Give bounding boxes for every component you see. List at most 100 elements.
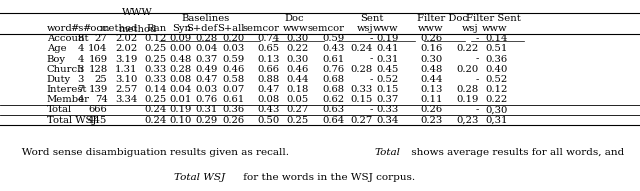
Text: www: www <box>283 24 308 33</box>
Text: 0.49: 0.49 <box>195 65 218 74</box>
Text: 0.36: 0.36 <box>222 105 244 114</box>
Text: 0.45: 0.45 <box>376 65 399 74</box>
Text: 0.43: 0.43 <box>323 45 345 53</box>
Text: 0.25: 0.25 <box>145 95 167 104</box>
Text: 0.33: 0.33 <box>145 65 167 74</box>
Text: 0.04: 0.04 <box>169 85 191 94</box>
Text: 0.20: 0.20 <box>456 65 479 74</box>
Text: Total: Total <box>374 148 400 157</box>
Text: 0.27: 0.27 <box>286 105 308 114</box>
Text: 0.13: 0.13 <box>257 55 280 64</box>
Text: 169: 169 <box>88 55 108 64</box>
Text: #s: #s <box>70 24 84 33</box>
Text: 0.24: 0.24 <box>145 116 167 125</box>
Text: 0.08: 0.08 <box>169 75 191 84</box>
Text: 0.30: 0.30 <box>286 55 308 64</box>
Text: Filter Doc: Filter Doc <box>417 14 468 23</box>
Text: 0.26: 0.26 <box>420 105 443 114</box>
Text: Total: Total <box>47 105 72 114</box>
Text: 139: 139 <box>88 85 108 94</box>
Text: 0.23: 0.23 <box>420 116 443 125</box>
Text: 2.02: 2.02 <box>115 45 138 53</box>
Text: Filter Sent: Filter Sent <box>466 14 520 23</box>
Text: Member: Member <box>47 95 90 104</box>
Text: 0.48: 0.48 <box>420 65 443 74</box>
Text: 0.12: 0.12 <box>485 85 508 94</box>
Text: 0.20: 0.20 <box>222 34 244 43</box>
Text: method: method <box>99 24 138 33</box>
Text: 0.15: 0.15 <box>351 95 373 104</box>
Text: Sent: Sent <box>360 14 383 23</box>
Text: 4: 4 <box>77 55 84 64</box>
Text: 0.76: 0.76 <box>195 95 218 104</box>
Text: 0.62: 0.62 <box>323 95 345 104</box>
Text: 0.22: 0.22 <box>286 45 308 53</box>
Text: 0.03: 0.03 <box>195 85 218 94</box>
Text: WWW: WWW <box>122 8 153 17</box>
Text: 104: 104 <box>88 45 108 53</box>
Text: 0.25: 0.25 <box>286 116 308 125</box>
Text: 0.26: 0.26 <box>222 116 244 125</box>
Text: www: www <box>373 24 399 33</box>
Text: 3: 3 <box>77 75 84 84</box>
Text: 0,31: 0,31 <box>485 116 508 125</box>
Text: 0.08: 0.08 <box>257 95 280 104</box>
Text: 4: 4 <box>77 45 84 53</box>
Text: 0.25: 0.25 <box>145 55 167 64</box>
Text: 0.44: 0.44 <box>286 75 308 84</box>
Text: 0.41: 0.41 <box>376 45 399 53</box>
Text: 0.61: 0.61 <box>222 95 244 104</box>
Text: 0.19: 0.19 <box>376 34 399 43</box>
Text: semcor: semcor <box>243 24 280 33</box>
Text: 3.10: 3.10 <box>115 75 138 84</box>
Text: 0.51: 0.51 <box>485 45 508 53</box>
Text: wsj: wsj <box>356 24 373 33</box>
Text: 0.46: 0.46 <box>222 65 244 74</box>
Text: -: - <box>370 34 373 43</box>
Text: semcor: semcor <box>308 24 345 33</box>
Text: 0.61: 0.61 <box>323 55 345 64</box>
Text: 0.88: 0.88 <box>257 75 280 84</box>
Text: 27: 27 <box>95 34 108 43</box>
Text: 0.58: 0.58 <box>222 75 244 84</box>
Text: Total WSJ: Total WSJ <box>47 116 96 125</box>
Text: 25: 25 <box>95 75 108 84</box>
Text: 0.07: 0.07 <box>222 85 244 94</box>
Text: S+def: S+def <box>186 24 218 33</box>
Text: -: - <box>370 105 373 114</box>
Text: 2.02: 2.02 <box>115 34 138 43</box>
Text: 0.25: 0.25 <box>145 45 167 53</box>
Text: 1.31: 1.31 <box>115 65 138 74</box>
Text: S+all: S+all <box>217 24 244 33</box>
Text: Doc: Doc <box>284 14 304 23</box>
Text: 0.37: 0.37 <box>376 95 399 104</box>
Text: #occ: #occ <box>82 24 108 33</box>
Text: 0.65: 0.65 <box>257 45 280 53</box>
Text: 0.12: 0.12 <box>145 34 167 43</box>
Text: 0.33: 0.33 <box>351 85 373 94</box>
Text: 128: 128 <box>88 65 108 74</box>
Text: 0.36: 0.36 <box>485 55 508 64</box>
Text: 8: 8 <box>77 34 84 43</box>
Text: Baselines: Baselines <box>182 14 230 23</box>
Text: 0.52: 0.52 <box>376 75 399 84</box>
Text: 0.29: 0.29 <box>195 116 218 125</box>
Text: Church: Church <box>47 65 84 74</box>
Text: -: - <box>370 55 373 64</box>
Text: 0.18: 0.18 <box>286 85 308 94</box>
Text: 0.13: 0.13 <box>420 85 443 94</box>
Text: 0.19: 0.19 <box>169 105 191 114</box>
Text: 0.24: 0.24 <box>145 105 167 114</box>
Text: 0.76: 0.76 <box>323 65 345 74</box>
Text: 3.19: 3.19 <box>115 55 138 64</box>
Text: 0.09: 0.09 <box>169 34 191 43</box>
Text: 0.31: 0.31 <box>195 105 218 114</box>
Text: 0,23: 0,23 <box>456 116 479 125</box>
Text: for the words in the WSJ corpus.: for the words in the WSJ corpus. <box>240 173 415 182</box>
Text: 0.28: 0.28 <box>169 65 191 74</box>
Text: 0.33: 0.33 <box>376 105 399 114</box>
Text: 0.59: 0.59 <box>222 55 244 64</box>
Text: -: - <box>476 34 479 43</box>
Text: www: www <box>482 24 508 33</box>
Text: 0.40: 0.40 <box>485 65 508 74</box>
